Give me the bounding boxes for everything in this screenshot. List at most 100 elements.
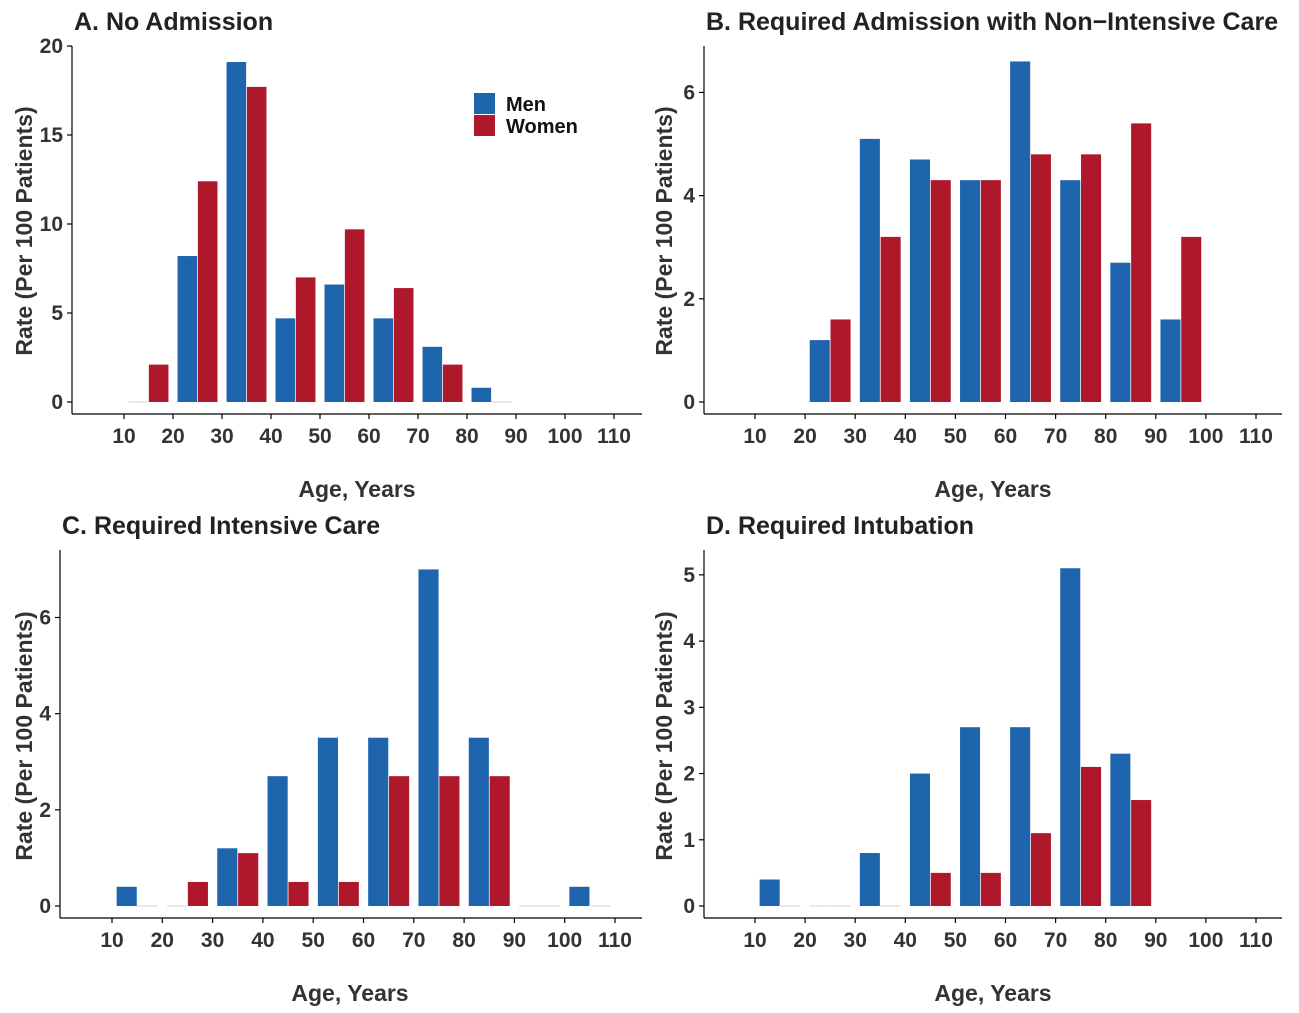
bar-women: [880, 236, 901, 402]
x-tick-label: 60: [994, 929, 1017, 952]
x-tick-label: 30: [201, 929, 224, 952]
panel-d-xlabel: Age, Years: [934, 980, 1051, 1006]
bar-women: [491, 401, 512, 403]
legend-label-women: Women: [506, 116, 578, 138]
bar-men: [418, 569, 439, 906]
panel-b: B. Required Admission with Non−Intensive…: [651, 8, 1282, 502]
panel-c-ylabel: Rate (Per 100 Patients): [11, 611, 37, 860]
y-tick-label: 2: [683, 763, 695, 786]
x-tick-label: 90: [1144, 929, 1167, 952]
y-tick-label: 2: [683, 288, 695, 311]
bar-women: [344, 229, 365, 402]
bar-men: [468, 737, 489, 906]
bar-women: [295, 277, 316, 402]
legend-swatch-men: [474, 93, 495, 114]
x-tick-label: 80: [1094, 929, 1117, 952]
x-tick-label: 70: [406, 425, 429, 448]
bar-women: [338, 881, 359, 906]
bar-women: [197, 181, 218, 402]
x-tick-label: 110: [1239, 929, 1273, 952]
panel-a-title: A. No Admission: [74, 8, 273, 36]
y-tick-label: 5: [51, 302, 63, 325]
bar-women: [1081, 154, 1102, 402]
bar-men: [267, 776, 288, 906]
panel-a-ylabel: Rate (Per 100 Patients): [11, 106, 37, 355]
bar-men: [368, 737, 389, 906]
bar-men: [809, 905, 830, 907]
x-tick-label: 90: [1144, 425, 1167, 448]
x-tick-label: 100: [547, 929, 582, 952]
y-tick-label: 4: [39, 703, 51, 726]
x-tick-label: 100: [547, 425, 582, 448]
x-tick-label: 50: [308, 425, 331, 448]
x-tick-label: 70: [402, 929, 425, 952]
x-tick-label: 100: [1188, 929, 1223, 952]
bar-women: [1030, 833, 1051, 906]
x-tick-label: 80: [1094, 425, 1117, 448]
bar-men: [859, 138, 880, 402]
bar-men: [471, 387, 492, 402]
x-tick-label: 80: [452, 929, 475, 952]
bar-women: [830, 319, 851, 402]
legend-label-men: Men: [506, 94, 546, 116]
bar-men: [166, 905, 188, 907]
x-tick-label: 40: [894, 929, 917, 952]
bar-men: [373, 318, 394, 402]
x-tick-label: 20: [161, 425, 184, 448]
bar-women: [780, 905, 801, 907]
panel-c-xlabel: Age, Years: [291, 980, 408, 1006]
bar-men: [1110, 753, 1131, 906]
panel-d-ylabel: Rate (Per 100 Patients): [651, 611, 677, 860]
panel-c: C. Required Intensive Care Rate (Per 100…: [11, 512, 642, 1006]
panel-d: D. Required Intubation Rate (Per 100 Pat…: [651, 512, 1282, 1006]
panel-d-title: D. Required Intubation: [706, 512, 974, 540]
panel-a-plot: 0 5 10 15 20 10 20 30 40 50 60 70 80 90 100 110: [40, 35, 642, 448]
panel-b-title: B. Required Admission with Non−Intensive…: [706, 8, 1278, 36]
bar-men: [759, 879, 780, 906]
bar-women: [148, 364, 169, 402]
x-tick-label: 30: [844, 425, 867, 448]
panel-a-xlabel: Age, Years: [298, 476, 415, 502]
bar-women: [393, 288, 414, 402]
bar-men: [317, 737, 338, 906]
y-tick-label: 6: [39, 607, 51, 630]
bar-men: [809, 340, 830, 402]
bar-women: [187, 881, 208, 906]
bar-women: [1131, 123, 1152, 403]
bar-women: [489, 776, 510, 906]
y-tick-label: 2: [39, 799, 51, 822]
x-tick-label: 20: [793, 929, 816, 952]
y-tick-label: 6: [683, 81, 695, 104]
bar-men: [1060, 180, 1081, 402]
x-tick-label: 90: [504, 425, 527, 448]
x-tick-label: 40: [251, 929, 274, 952]
x-tick-label: 110: [1239, 425, 1273, 448]
legend: Men Women: [474, 93, 578, 138]
panel-d-plot: 0 1 2 3 4 5 10 20 30 40 50 60 70 80 90 100 110: [683, 550, 1282, 952]
y-tick-label: 4: [683, 185, 695, 208]
bar-women: [1181, 236, 1202, 402]
bar-men: [217, 848, 238, 906]
bar-women: [389, 776, 410, 906]
bar-men: [859, 853, 880, 906]
bar-men: [1160, 319, 1181, 402]
bar-women: [539, 905, 561, 907]
bar-women: [1030, 154, 1051, 402]
x-tick-label: 110: [597, 425, 631, 448]
bar-men: [324, 284, 345, 402]
x-tick-label: 60: [994, 425, 1017, 448]
y-tick-label: 5: [683, 564, 695, 587]
x-tick-label: 20: [151, 929, 174, 952]
x-tick-label: 90: [503, 929, 526, 952]
y-tick-label: 15: [40, 124, 64, 147]
x-tick-label: 10: [100, 929, 123, 952]
x-tick-label: 30: [210, 425, 233, 448]
x-tick-label: 10: [112, 425, 135, 448]
x-tick-label: 100: [1188, 425, 1223, 448]
bar-men: [569, 886, 590, 906]
x-tick-label: 110: [598, 929, 632, 952]
bar-men: [128, 401, 149, 403]
x-tick-label: 30: [844, 929, 867, 952]
bar-men: [1110, 262, 1131, 402]
